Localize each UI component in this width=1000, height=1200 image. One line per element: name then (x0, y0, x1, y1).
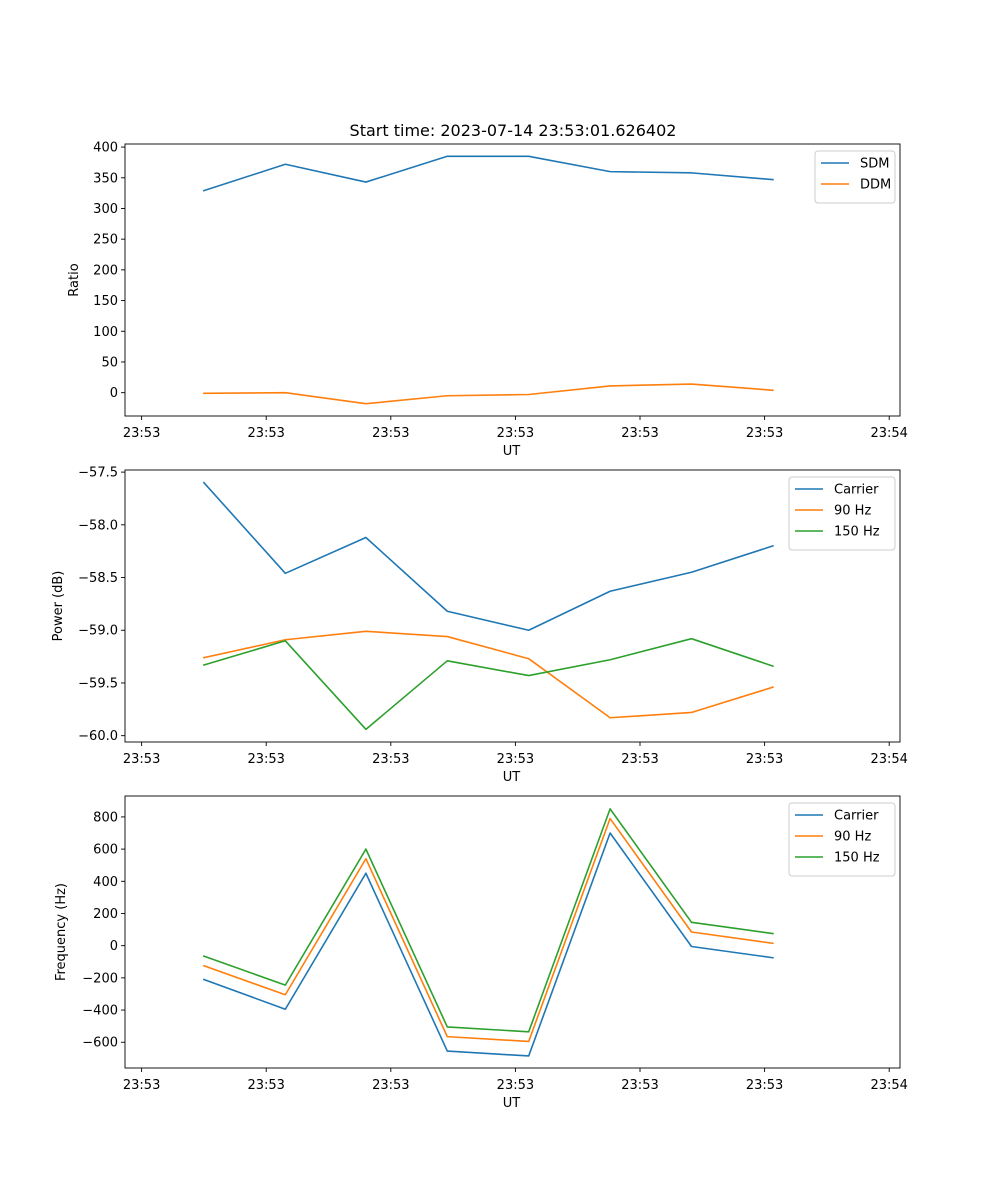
x-tick-label: 23:53 (621, 1078, 658, 1093)
legend-label: 90 Hz (834, 830, 871, 845)
y-tick-label: 250 (93, 233, 118, 248)
chart-panel-2: −60.0 −59.5 −59.0 −58.5 −58.0 −57.5 23:53 23:53… (51, 466, 908, 785)
x-axis-label: UT (503, 770, 521, 785)
y-tick-label: 0 (110, 939, 118, 954)
figure-title: Start time: 2023-07-14 23:53:01.626402 (350, 121, 677, 140)
y-tick-label: 350 (93, 171, 118, 186)
x-tick-label: 23:53 (497, 426, 534, 441)
y-tick-label: −59.5 (78, 676, 118, 691)
x-tick-label: 23:53 (123, 426, 160, 441)
y-tick-label: −57.5 (78, 466, 118, 481)
y-tick-label: −200 (82, 971, 118, 986)
series-line-150-hz (202, 637, 774, 731)
series-line-carrier (202, 832, 774, 1057)
axes-frame (124, 795, 901, 1069)
chart-panel-3: −600 −400 −200 0 200 400 600 800 23:53 23:53 23:53… (54, 795, 908, 1111)
y-tick-label: −58.0 (78, 518, 118, 533)
series-line-90-hz (202, 817, 774, 1043)
x-tick-label: 23:53 (247, 1078, 284, 1093)
y-tick-label: −58.5 (78, 571, 118, 586)
y-tick-label: 600 (93, 843, 118, 858)
series-line-carrier (202, 481, 774, 632)
y-axis-label: Power (dB) (51, 571, 66, 642)
y-tick-label: −600 (82, 1036, 118, 1051)
x-tick-label: 23:53 (123, 1078, 160, 1093)
y-tick-label: 400 (93, 875, 118, 890)
x-tick-label: 23:53 (746, 752, 783, 767)
axes-frame (124, 469, 901, 743)
legend-box (814, 150, 896, 204)
y-tick-label: 200 (93, 263, 118, 278)
legend: Carrier 90 Hz 150 Hz (788, 802, 896, 877)
y-axis-label: Frequency (Hz) (54, 883, 69, 981)
x-tick-label: 23:54 (870, 426, 907, 441)
axes-frame (124, 143, 901, 417)
legend-label: 150 Hz (834, 851, 880, 866)
legend-label: Carrier (834, 809, 879, 824)
x-tick-label: 23:53 (372, 752, 409, 767)
x-tick-label: 23:53 (497, 752, 534, 767)
series-line-150-hz (202, 808, 774, 1033)
y-tick-label: 50 (101, 355, 118, 370)
y-tick-label: −59.0 (78, 624, 118, 639)
legend-label: 90 Hz (834, 504, 871, 519)
series-line-90-hz (202, 630, 774, 719)
y-tick-label: −60.0 (78, 729, 118, 744)
series-line-sdm (202, 155, 774, 192)
legend-label: DDM (860, 178, 891, 193)
y-tick-label: 0 (110, 386, 118, 401)
legend-label: 150 Hz (834, 525, 880, 540)
chart-panel-1: 0 50 100 150 200 250 300 350 400 23:53 23:53 23:53 2… (67, 141, 908, 459)
x-tick-label: 23:53 (746, 1078, 783, 1093)
x-tick-label: 23:53 (123, 752, 160, 767)
y-tick-label: 100 (93, 325, 118, 340)
x-tick-label: 23:53 (746, 426, 783, 441)
charts-container: 0 50 100 150 200 250 300 350 400 23:53 23:53 23:53 2… (51, 141, 908, 1111)
y-tick-label: 400 (93, 141, 118, 156)
legend-label: Carrier (834, 483, 879, 498)
x-axis-label: UT (503, 1096, 521, 1111)
x-tick-label: 23:53 (372, 1078, 409, 1093)
x-axis-label: UT (503, 444, 521, 459)
x-tick-label: 23:53 (621, 426, 658, 441)
y-tick-label: 150 (93, 294, 118, 309)
x-tick-label: 23:53 (621, 752, 658, 767)
legend: Carrier 90 Hz 150 Hz (788, 476, 896, 551)
x-tick-label: 23:53 (372, 426, 409, 441)
legend-label: SDM (860, 157, 889, 172)
x-tick-label: 23:54 (870, 752, 907, 767)
y-tick-label: 200 (93, 907, 118, 922)
x-tick-label: 23:53 (497, 1078, 534, 1093)
y-tick-label: 300 (93, 202, 118, 217)
y-tick-label: 800 (93, 810, 118, 825)
y-tick-label: −400 (82, 1004, 118, 1019)
y-axis-label: Ratio (67, 263, 82, 296)
x-tick-label: 23:53 (247, 426, 284, 441)
legend: SDM DDM (814, 150, 896, 204)
x-tick-label: 23:53 (247, 752, 284, 767)
series-line-ddm (203, 383, 774, 405)
x-tick-label: 23:54 (870, 1078, 907, 1093)
